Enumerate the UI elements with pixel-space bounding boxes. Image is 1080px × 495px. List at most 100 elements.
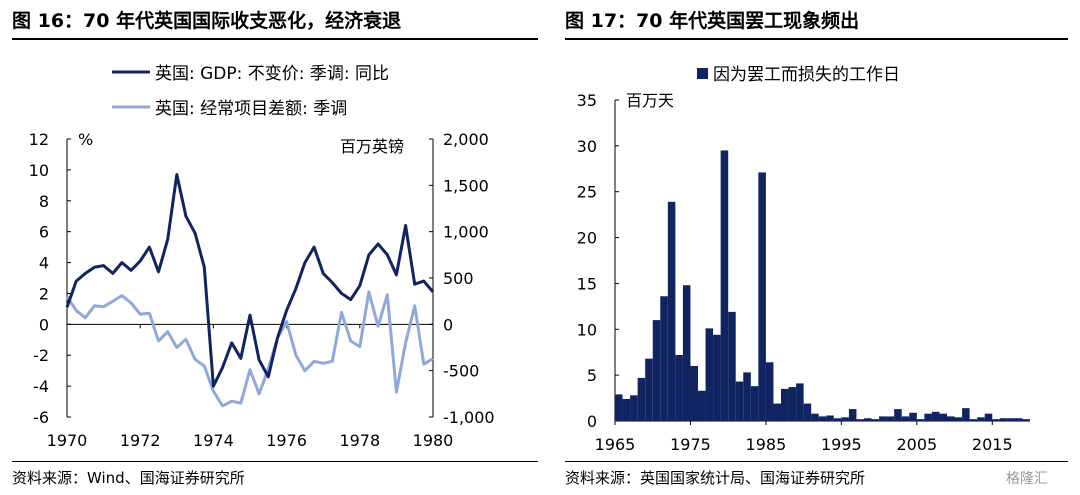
- x-tick-label: 1980: [413, 431, 454, 450]
- watermark-logo: 格隆汇: [1006, 471, 1048, 487]
- left-y-tick-label: -2: [33, 346, 49, 365]
- x-tick-label: 1970: [47, 431, 88, 450]
- strike-days-bar: [848, 409, 857, 421]
- bar-y-tick-label: 15: [577, 274, 597, 293]
- right-y-tick-label: 2,000: [443, 130, 489, 149]
- strike-days-bar: [765, 362, 774, 421]
- left-y-tick-label: 12: [29, 130, 49, 149]
- x-tick-label: 1974: [193, 431, 234, 450]
- left-source-rule: [12, 461, 538, 462]
- strike-days-bar: [682, 285, 691, 421]
- strike-days-bar: [645, 358, 653, 421]
- strike-days-bar: [811, 413, 819, 421]
- strike-days-bar: [660, 296, 668, 421]
- strike-days-bar: [833, 418, 842, 421]
- strike-days-bar: [841, 417, 849, 421]
- left-y-tick-label: 6: [39, 223, 49, 242]
- strike-days-bar: [796, 383, 804, 421]
- strike-days-bar: [826, 415, 834, 421]
- left-y-tick-label: 8: [39, 192, 49, 211]
- right-title-rule: [565, 38, 1068, 40]
- left-source-text: 资料来源：Wind、国海证券研究所: [12, 469, 245, 487]
- strike-days-bar: [1014, 418, 1023, 421]
- bar-x-tick-label: 1985: [746, 435, 787, 454]
- strike-days-bar: [720, 150, 729, 421]
- gdp-growth-series-line: [65, 173, 435, 388]
- right-y-tick-label: -500: [443, 362, 479, 381]
- right-y-tick-label: 500: [443, 269, 474, 288]
- strike-days-bar: [916, 419, 925, 421]
- strike-days-bar: [713, 334, 721, 421]
- strike-days-bar: [698, 390, 706, 421]
- bar-x-tick-label: 2005: [896, 435, 937, 454]
- strike-days-bar: [886, 416, 895, 421]
- strike-days-bar: [894, 409, 902, 421]
- strike-days-bar: [675, 354, 683, 421]
- strike-days-bar: [871, 419, 880, 421]
- strike-days-bar: [750, 386, 759, 421]
- strike-days-bar: [622, 398, 631, 421]
- bar-legend-label: 因为罢工而损失的工作日: [713, 65, 900, 85]
- bar-y-unit-label: 百万天: [626, 91, 674, 110]
- strike-days-bar: [735, 381, 744, 421]
- bar-y-tick-label: 10: [577, 320, 597, 339]
- strike-days-bar: [743, 372, 751, 421]
- strike-days-bar: [637, 377, 646, 421]
- bar-x-tick-label: 2015: [972, 435, 1013, 454]
- strike-days-bar: [909, 412, 917, 421]
- x-tick-label: 1972: [120, 431, 161, 450]
- right-y-tick-label: 1,500: [443, 176, 489, 195]
- right-y-unit-label: 百万英镑: [340, 137, 404, 156]
- strike-days-bar: [667, 201, 676, 421]
- bar-y-tick-label: 25: [577, 183, 597, 202]
- strike-days-bar: [630, 395, 638, 421]
- legend-label-1: 英国: 经常项目差额: 季调: [155, 99, 347, 119]
- bar-y-tick-label: 30: [577, 137, 597, 156]
- strike-days-bar: [954, 417, 963, 421]
- bar-x-tick-label: 1995: [821, 435, 862, 454]
- bar-x-tick-label: 1975: [670, 435, 711, 454]
- right-y-tick-label: 1,000: [443, 223, 489, 242]
- bar-legend-swatch: [697, 68, 708, 79]
- right-y-tick-label: 0: [443, 315, 453, 334]
- bar-y-tick-label: 5: [587, 366, 597, 385]
- strike-days-bar: [984, 413, 993, 421]
- strike-days-bar: [856, 419, 864, 421]
- strike-days-bar: [977, 417, 985, 421]
- left-y-tick-label: -6: [33, 408, 49, 427]
- strike-days-bar: [803, 403, 812, 421]
- strike-days-bar: [690, 365, 698, 421]
- bar-x-tick-label: 1965: [595, 435, 636, 454]
- right-panel-title: 图 17：70 年代英国罢工现象频出: [565, 10, 860, 32]
- legend-label-0: 英国: GDP: 不变价: 季调: 同比: [155, 64, 389, 84]
- strike-days-bar: [901, 416, 910, 421]
- strike-days-bar: [1007, 418, 1015, 421]
- strike-days-bar: [705, 328, 714, 421]
- strike-days-bar: [728, 311, 736, 421]
- strike-days-bar: [781, 388, 789, 421]
- bar-y-tick-label: 35: [577, 91, 597, 110]
- strike-days-bar: [615, 394, 623, 421]
- strike-days-bar: [992, 419, 1000, 421]
- strike-days-bar: [879, 416, 887, 421]
- right-y-tick-label: -1,000: [443, 408, 495, 427]
- right-source-rule: [565, 461, 1068, 462]
- bar-y-tick-label: 0: [587, 412, 597, 431]
- left-panel-title: 图 16：70 年代英国国际收支恶化，经济衰退: [12, 10, 402, 32]
- strike-days-bar: [1022, 419, 1030, 421]
- strike-days-bar: [939, 413, 947, 421]
- x-tick-label: 1978: [339, 431, 380, 450]
- strike-days-bar: [947, 416, 955, 421]
- left-title-rule: [12, 38, 538, 40]
- strike-days-bar: [788, 387, 797, 421]
- strike-days-bar: [969, 419, 978, 421]
- strike-days-bar: [962, 408, 970, 421]
- left-y-tick-label: 4: [39, 254, 49, 273]
- left-y-tick-label: 0: [39, 315, 49, 334]
- strike-days-bar: [924, 413, 932, 421]
- left-y-unit-label: %: [78, 130, 93, 149]
- left-y-tick-label: 10: [29, 161, 49, 180]
- strike-days-bar: [864, 418, 872, 421]
- left-y-tick-label: 2: [39, 284, 49, 303]
